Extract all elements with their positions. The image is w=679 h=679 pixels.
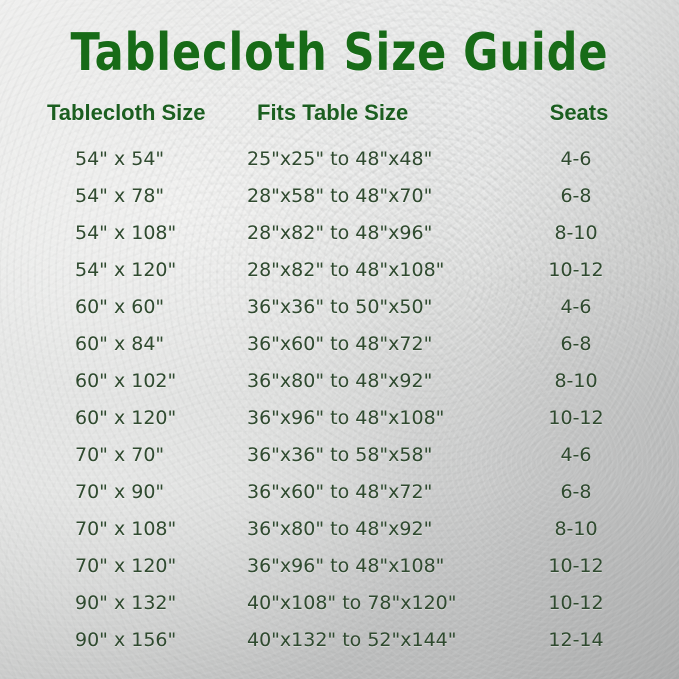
cell-seats: 6-8	[560, 185, 592, 207]
table-row: 90" x 156" 40"x132" to 52"x144" 12-14	[0, 629, 679, 666]
cell-fits_table_size: 36"x36" to 50"x50"	[247, 296, 433, 318]
cell-tablecloth_size: 90" x 132"	[75, 592, 177, 614]
cell-fits_table_size: 40"x108" to 78"x120"	[247, 592, 457, 614]
cell-fits_table_size: 28"x58" to 48"x70"	[247, 185, 433, 207]
table-row: 70" x 108" 36"x80" to 48"x92" 8-10	[0, 518, 679, 555]
cell-seats: 6-8	[560, 481, 592, 503]
table-row: 70" x 90" 36"x60" to 48"x72" 6-8	[0, 481, 679, 518]
column-header-fits-table-size: Fits Table Size	[257, 100, 409, 125]
cell-tablecloth_size: 54" x 120"	[75, 259, 177, 281]
table-row: 60" x 102" 36"x80" to 48"x92" 8-10	[0, 370, 679, 407]
cell-fits_table_size: 36"x80" to 48"x92"	[247, 370, 433, 392]
cell-tablecloth_size: 90" x 156"	[75, 629, 177, 651]
cell-tablecloth_size: 54" x 78"	[75, 185, 165, 207]
cell-seats: 4-6	[560, 296, 592, 318]
cell-seats: 10-12	[548, 592, 604, 614]
cell-seats: 4-6	[560, 444, 592, 466]
cell-seats: 8-10	[554, 222, 598, 244]
table-row: 54" x 120" 28"x82" to 48"x108" 10-12	[0, 259, 679, 296]
table-body: 54" x 54" 25"x25" to 48"x48" 4-6 54" x 78" 2…	[0, 148, 679, 666]
cell-fits_table_size: 36"x36" to 58"x58"	[247, 444, 433, 466]
cell-fits_table_size: 28"x82" to 48"x96"	[247, 222, 433, 244]
column-header-seats: Seats	[549, 100, 609, 125]
page-title: Tablecloth Size Guide	[70, 23, 609, 83]
cell-tablecloth_size: 54" x 108"	[75, 222, 177, 244]
table-row: 70" x 70" 36"x36" to 58"x58" 4-6	[0, 444, 679, 481]
cell-fits_table_size: 36"x60" to 48"x72"	[247, 333, 433, 355]
cell-tablecloth_size: 60" x 102"	[75, 370, 177, 392]
table-row: 60" x 84" 36"x60" to 48"x72" 6-8	[0, 333, 679, 370]
cell-tablecloth_size: 60" x 60"	[75, 296, 165, 318]
table-row: 60" x 60" 36"x36" to 50"x50" 4-6	[0, 296, 679, 333]
cell-seats: 10-12	[548, 407, 604, 429]
cell-seats: 8-10	[554, 370, 598, 392]
cell-seats: 12-14	[548, 629, 604, 651]
table-row: 54" x 108" 28"x82" to 48"x96" 8-10	[0, 222, 679, 259]
cell-seats: 4-6	[560, 148, 592, 170]
cell-fits_table_size: 36"x96" to 48"x108"	[247, 555, 445, 577]
cell-fits_table_size: 36"x80" to 48"x92"	[247, 518, 433, 540]
cell-tablecloth_size: 70" x 108"	[75, 518, 177, 540]
column-header-tablecloth-size: Tablecloth Size	[47, 100, 206, 125]
cell-fits_table_size: 36"x60" to 48"x72"	[247, 481, 433, 503]
cell-fits_table_size: 28"x82" to 48"x108"	[247, 259, 445, 281]
cell-tablecloth_size: 70" x 90"	[75, 481, 165, 503]
size-guide-table: Tablecloth Size Fits Table Size Seats 54…	[0, 100, 679, 666]
cell-seats: 10-12	[548, 259, 604, 281]
table-row: 54" x 54" 25"x25" to 48"x48" 4-6	[0, 148, 679, 185]
cell-tablecloth_size: 70" x 70"	[75, 444, 165, 466]
table-row: 60" x 120" 36"x96" to 48"x108" 10-12	[0, 407, 679, 444]
cell-fits_table_size: 36"x96" to 48"x108"	[247, 407, 445, 429]
cell-tablecloth_size: 70" x 120"	[75, 555, 177, 577]
cell-seats: 10-12	[548, 555, 604, 577]
cell-tablecloth_size: 60" x 84"	[75, 333, 165, 355]
table-row: 70" x 120" 36"x96" to 48"x108" 10-12	[0, 555, 679, 592]
table-row: 90" x 132" 40"x108" to 78"x120" 10-12	[0, 592, 679, 629]
cell-seats: 8-10	[554, 518, 598, 540]
cell-tablecloth_size: 60" x 120"	[75, 407, 177, 429]
cell-tablecloth_size: 54" x 54"	[75, 148, 165, 170]
cell-seats: 6-8	[560, 333, 592, 355]
cell-fits_table_size: 25"x25" to 48"x48"	[247, 148, 433, 170]
cell-fits_table_size: 40"x132" to 52"x144"	[247, 629, 457, 651]
table-row: 54" x 78" 28"x58" to 48"x70" 6-8	[0, 185, 679, 222]
table-header-row: Tablecloth Size Fits Table Size Seats	[0, 100, 679, 148]
